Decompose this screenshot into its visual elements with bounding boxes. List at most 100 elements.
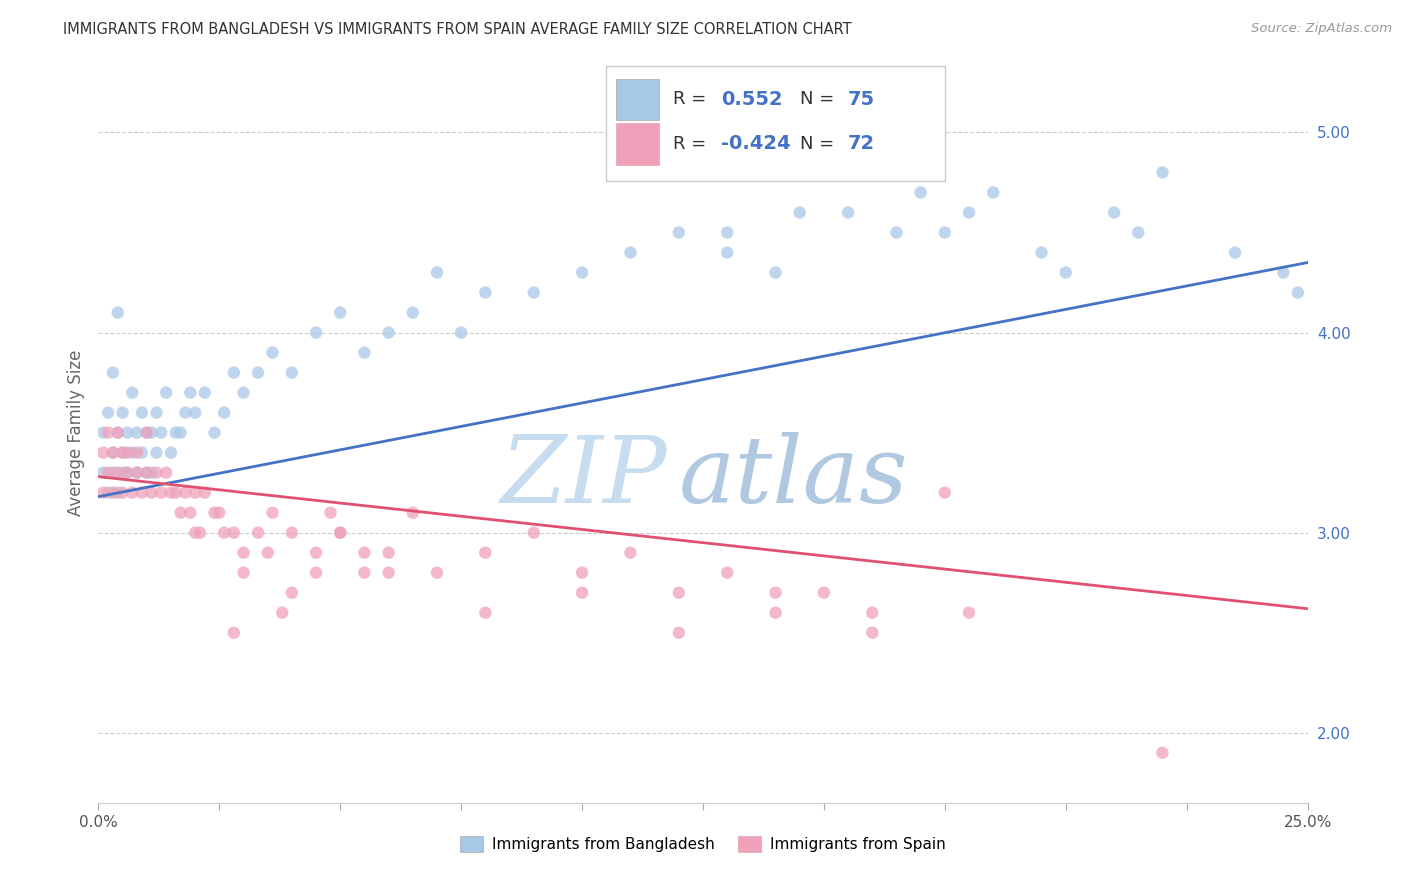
Point bbox=[232, 566, 254, 580]
Point bbox=[353, 345, 375, 359]
Point bbox=[716, 566, 738, 580]
Text: 0.552: 0.552 bbox=[721, 90, 783, 109]
Point bbox=[523, 285, 546, 300]
Point bbox=[619, 245, 641, 260]
Point bbox=[121, 485, 143, 500]
Point bbox=[1054, 266, 1077, 280]
Point bbox=[765, 585, 787, 599]
Point bbox=[179, 385, 201, 400]
Point bbox=[101, 366, 124, 380]
Point bbox=[135, 466, 157, 480]
Point bbox=[668, 226, 690, 240]
Point bbox=[571, 566, 593, 580]
Point bbox=[91, 485, 114, 500]
Point bbox=[107, 466, 129, 480]
Point bbox=[194, 385, 217, 400]
Point bbox=[165, 485, 187, 500]
FancyBboxPatch shape bbox=[606, 66, 945, 181]
Point bbox=[127, 425, 149, 440]
Point bbox=[107, 425, 129, 440]
Point bbox=[281, 366, 304, 380]
Point bbox=[97, 485, 120, 500]
Point bbox=[212, 406, 235, 420]
Point bbox=[111, 485, 134, 500]
Point bbox=[957, 606, 980, 620]
Point bbox=[860, 165, 883, 179]
Point bbox=[474, 606, 496, 620]
Point bbox=[426, 266, 449, 280]
Point bbox=[174, 406, 197, 420]
Point bbox=[281, 525, 304, 540]
Point bbox=[117, 445, 139, 459]
Point bbox=[813, 585, 835, 599]
Point bbox=[353, 566, 375, 580]
Point bbox=[141, 466, 163, 480]
Point bbox=[117, 425, 139, 440]
Point bbox=[571, 585, 593, 599]
Text: R =: R = bbox=[672, 135, 711, 153]
Point bbox=[111, 445, 134, 459]
Point bbox=[131, 445, 153, 459]
Point bbox=[981, 186, 1004, 200]
Point bbox=[716, 226, 738, 240]
Point bbox=[127, 466, 149, 480]
Point bbox=[1272, 266, 1295, 280]
Point bbox=[1223, 245, 1246, 260]
Point bbox=[169, 506, 191, 520]
Text: -0.424: -0.424 bbox=[721, 135, 790, 153]
Point bbox=[91, 425, 114, 440]
Point bbox=[145, 445, 167, 459]
Point bbox=[141, 485, 163, 500]
Point bbox=[860, 606, 883, 620]
Text: 75: 75 bbox=[848, 90, 875, 109]
Point bbox=[305, 546, 328, 560]
Point bbox=[222, 366, 245, 380]
Point bbox=[107, 305, 129, 319]
Text: Source: ZipAtlas.com: Source: ZipAtlas.com bbox=[1251, 22, 1392, 36]
Text: IMMIGRANTS FROM BANGLADESH VS IMMIGRANTS FROM SPAIN AVERAGE FAMILY SIZE CORRELAT: IMMIGRANTS FROM BANGLADESH VS IMMIGRANTS… bbox=[63, 22, 852, 37]
Point bbox=[117, 466, 139, 480]
Point bbox=[450, 326, 472, 340]
Point bbox=[141, 425, 163, 440]
FancyBboxPatch shape bbox=[616, 78, 659, 120]
Point bbox=[188, 525, 211, 540]
Point bbox=[204, 506, 226, 520]
Point bbox=[174, 485, 197, 500]
Point bbox=[160, 445, 183, 459]
Point bbox=[281, 585, 304, 599]
Point bbox=[184, 406, 207, 420]
Point bbox=[474, 546, 496, 560]
Point bbox=[402, 305, 425, 319]
Point bbox=[377, 546, 399, 560]
Point bbox=[619, 546, 641, 560]
Point bbox=[155, 385, 177, 400]
Point bbox=[232, 546, 254, 560]
Point bbox=[179, 506, 201, 520]
Point bbox=[111, 466, 134, 480]
Point bbox=[127, 466, 149, 480]
FancyBboxPatch shape bbox=[616, 123, 659, 165]
Point bbox=[111, 445, 134, 459]
Point bbox=[247, 525, 270, 540]
Point bbox=[789, 205, 811, 219]
Point bbox=[150, 485, 173, 500]
Point bbox=[1286, 285, 1309, 300]
Point bbox=[117, 466, 139, 480]
Point bbox=[135, 425, 157, 440]
Point bbox=[135, 425, 157, 440]
Point bbox=[1152, 165, 1174, 179]
Point bbox=[97, 425, 120, 440]
Point bbox=[523, 525, 546, 540]
Point bbox=[165, 425, 187, 440]
Point bbox=[127, 445, 149, 459]
Point bbox=[765, 266, 787, 280]
Point bbox=[934, 485, 956, 500]
Point bbox=[377, 566, 399, 580]
Point bbox=[155, 466, 177, 480]
Point bbox=[765, 606, 787, 620]
Point bbox=[145, 406, 167, 420]
Point bbox=[353, 546, 375, 560]
Point bbox=[135, 466, 157, 480]
Y-axis label: Average Family Size: Average Family Size bbox=[66, 350, 84, 516]
Point bbox=[212, 525, 235, 540]
